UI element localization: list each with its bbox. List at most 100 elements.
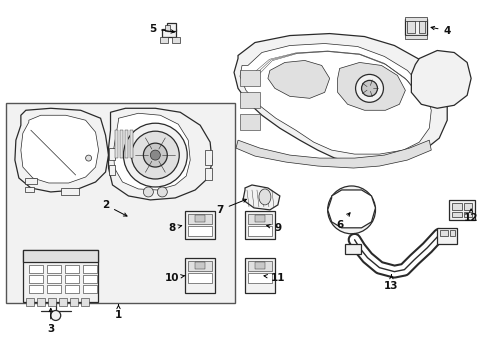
Bar bbox=[205, 150, 212, 165]
Ellipse shape bbox=[259, 189, 270, 205]
Bar bbox=[405, 17, 427, 21]
Text: 6: 6 bbox=[335, 213, 349, 230]
Bar bbox=[451, 203, 461, 210]
Ellipse shape bbox=[143, 187, 153, 197]
Bar bbox=[162, 28, 176, 37]
Polygon shape bbox=[234, 33, 447, 162]
Ellipse shape bbox=[131, 131, 179, 179]
Bar bbox=[6, 103, 235, 302]
Bar bbox=[25, 187, 34, 192]
Bar bbox=[344, 244, 360, 254]
Bar bbox=[185, 211, 215, 239]
Bar bbox=[108, 165, 114, 175]
Text: 7: 7 bbox=[216, 199, 246, 215]
Polygon shape bbox=[410, 50, 470, 108]
Bar bbox=[82, 275, 96, 283]
Bar bbox=[451, 212, 461, 217]
Bar bbox=[23, 250, 98, 302]
Bar bbox=[25, 178, 37, 184]
Polygon shape bbox=[243, 185, 279, 210]
Bar bbox=[240, 92, 260, 108]
Text: 5: 5 bbox=[148, 24, 174, 33]
Ellipse shape bbox=[85, 155, 91, 161]
Bar bbox=[125, 130, 128, 158]
Text: 11: 11 bbox=[264, 273, 285, 283]
Bar bbox=[61, 188, 79, 195]
Bar bbox=[64, 275, 79, 283]
Text: 3: 3 bbox=[47, 309, 54, 334]
Ellipse shape bbox=[343, 202, 359, 218]
Bar bbox=[29, 285, 42, 293]
Ellipse shape bbox=[150, 150, 160, 160]
Bar bbox=[247, 273, 271, 283]
Bar bbox=[82, 285, 96, 293]
Text: 9: 9 bbox=[266, 223, 281, 233]
Bar bbox=[47, 275, 61, 283]
Polygon shape bbox=[21, 115, 99, 183]
Polygon shape bbox=[240, 44, 430, 154]
Bar bbox=[419, 21, 425, 32]
Bar bbox=[439, 230, 447, 236]
Text: 13: 13 bbox=[384, 275, 398, 291]
Bar bbox=[188, 273, 212, 283]
Text: 4: 4 bbox=[430, 26, 450, 36]
Bar bbox=[26, 298, 34, 306]
Ellipse shape bbox=[335, 194, 367, 226]
Bar bbox=[205, 168, 212, 180]
Bar bbox=[185, 258, 215, 293]
Bar bbox=[244, 258, 274, 293]
Bar bbox=[130, 130, 133, 158]
Text: 2: 2 bbox=[102, 200, 127, 216]
Bar bbox=[29, 265, 42, 273]
Ellipse shape bbox=[143, 143, 167, 167]
Bar bbox=[449, 230, 454, 236]
Bar bbox=[240, 71, 260, 86]
Polygon shape bbox=[327, 190, 375, 228]
Bar bbox=[195, 262, 205, 269]
Bar bbox=[108, 148, 114, 160]
Bar bbox=[82, 265, 96, 273]
Bar bbox=[160, 37, 168, 42]
Bar bbox=[29, 275, 42, 283]
Bar bbox=[247, 261, 271, 271]
Bar bbox=[247, 226, 271, 236]
Bar bbox=[463, 212, 471, 217]
Polygon shape bbox=[267, 60, 329, 98]
Bar bbox=[165, 24, 170, 31]
Bar bbox=[167, 23, 176, 31]
Polygon shape bbox=[113, 113, 190, 190]
Text: 12: 12 bbox=[463, 209, 477, 223]
Bar bbox=[115, 130, 118, 158]
Bar bbox=[47, 265, 61, 273]
Bar bbox=[405, 35, 427, 39]
Bar bbox=[240, 114, 260, 130]
Text: 10: 10 bbox=[164, 273, 184, 283]
Ellipse shape bbox=[361, 80, 377, 96]
Bar bbox=[188, 261, 212, 271]
Text: 8: 8 bbox=[168, 223, 182, 233]
Text: 1: 1 bbox=[115, 305, 122, 320]
Bar bbox=[407, 21, 414, 32]
Polygon shape bbox=[337, 62, 405, 110]
Bar bbox=[188, 226, 212, 236]
Bar bbox=[81, 298, 88, 306]
Bar bbox=[59, 298, 66, 306]
Ellipse shape bbox=[51, 310, 61, 320]
Bar bbox=[436, 228, 456, 244]
Bar bbox=[254, 215, 264, 222]
Ellipse shape bbox=[355, 75, 383, 102]
Ellipse shape bbox=[327, 186, 375, 234]
Bar bbox=[247, 214, 271, 224]
Bar bbox=[172, 37, 180, 42]
Bar bbox=[254, 262, 264, 269]
Bar bbox=[64, 285, 79, 293]
Ellipse shape bbox=[157, 187, 167, 197]
Bar bbox=[244, 211, 274, 239]
Bar bbox=[47, 285, 61, 293]
Bar bbox=[195, 215, 205, 222]
Bar bbox=[448, 200, 474, 220]
Bar bbox=[120, 130, 123, 158]
Bar bbox=[48, 298, 56, 306]
Bar bbox=[405, 19, 427, 35]
Ellipse shape bbox=[123, 123, 187, 187]
